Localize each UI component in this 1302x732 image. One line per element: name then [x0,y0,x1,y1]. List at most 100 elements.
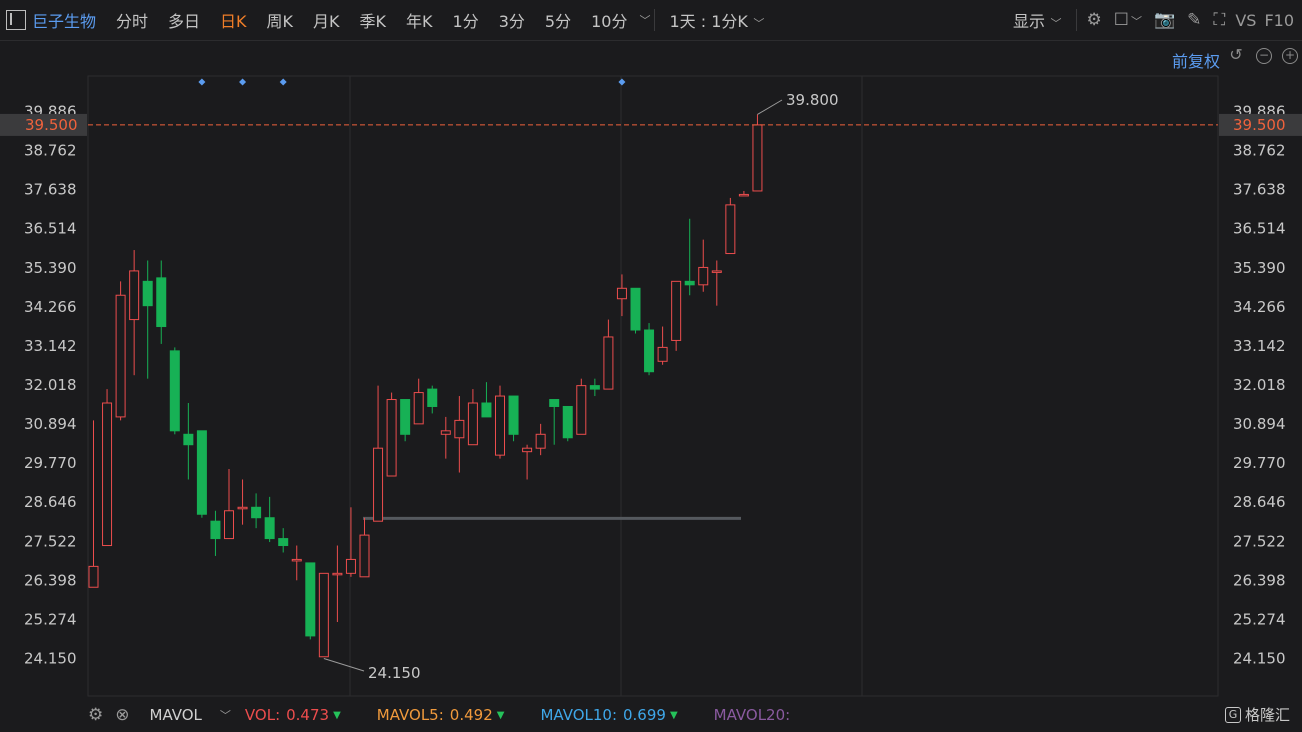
candle-body [522,447,533,453]
candle-body [725,204,736,255]
down-triangle-icon: ▼ [496,709,505,721]
fullscreen-icon[interactable]: ⛶ [1213,10,1226,30]
reset-icon[interactable]: ↺ [1229,45,1243,64]
y-tick-label-right: 38.762 [1233,142,1286,160]
candle-body [711,270,722,273]
square-layout-icon[interactable]: ☐ ﹀ [1113,10,1142,30]
candle-body [630,287,641,331]
indicator-name[interactable]: MAVOL [149,706,202,724]
indicator-chevron-icon[interactable]: ﹀ [219,709,231,722]
tab-5min[interactable]: 5分 [544,12,572,31]
candle-body [169,350,180,432]
plot-frame [87,75,1219,697]
y-tick-label-left: 30.894 [24,415,77,433]
candle-body [196,430,207,515]
candle-body [88,565,99,588]
candle-body [698,266,709,286]
gear-icon[interactable]: ⚙ [1086,10,1102,30]
toolbar-divider [1075,9,1077,31]
max-price-leader [757,99,783,115]
candle-body [251,506,262,519]
tab-quarterly-k[interactable]: 季K [359,12,387,31]
brand-logo: G 格隆汇 [1224,704,1290,725]
candle-body [129,270,140,321]
tab-multi-day[interactable]: 多日 [168,12,201,31]
candle-body [576,385,587,435]
candle-body [495,395,505,456]
mavol10-label: MAVOL10: [540,706,617,724]
candle-body [738,193,749,197]
current-price-tag-right [1219,113,1302,136]
price-adjust-selector[interactable]: 前复权 [1171,52,1220,71]
brand-mark-icon: G [1224,706,1241,723]
close-icon[interactable]: ⊗ [115,705,130,725]
interval-selector[interactable]: 1天 : 1分K ﹀ [669,8,764,32]
candle-body [481,402,492,418]
camera-icon[interactable]: 📷 [1154,10,1176,30]
tab-intraday[interactable]: 分时 [116,12,149,31]
y-tick-label-left: 33.142 [24,337,77,355]
candle-body [332,572,343,576]
tab-monthly-k[interactable]: 月K [313,12,340,31]
tab-daily-k[interactable]: 日K [220,12,247,31]
candle-body [752,124,763,192]
tab-1min[interactable]: 1分 [452,12,479,31]
down-triangle-icon: ▼ [669,709,678,721]
tab-10min[interactable]: 10分 [591,12,628,31]
indicator-bar: ⚙ ⊗ MAVOL ﹀ VOL: 0.473 ▼ MAVOL5: 0.492 ▼… [0,698,1302,732]
candle-body [400,399,411,435]
y-tick-label-right: 30.894 [1233,415,1286,433]
stock-name[interactable]: 巨子生物 [32,12,97,31]
f10-button[interactable]: F10 [1264,10,1294,30]
candle-body [454,419,465,439]
tab-yearly-k[interactable]: 年K [406,12,433,31]
mavol20-label: MAVOL20: [713,706,791,724]
gear-icon[interactable]: ⚙ [88,705,104,725]
y-tick-label-right: 36.514 [1233,220,1286,238]
y-tick-label-left: 26.398 [24,571,77,589]
y-tick-label-right: 26.398 [1233,571,1286,589]
candle-body [224,510,234,540]
vol-label: VOL: [244,706,281,724]
chevron-down-icon: ﹀ [749,17,765,30]
vol-value: 0.473 [286,706,330,724]
y-tick-label-left: 28.646 [24,493,77,511]
display-label: 显示 [1012,12,1045,31]
candle-body [508,395,519,435]
y-tick-label-right: 34.266 [1233,298,1286,316]
y-tick-label-right: 27.522 [1233,532,1286,550]
candle-body [657,346,668,362]
candle-body [549,399,560,407]
y-tick-label-left: 32.018 [24,376,77,394]
y-tick-label-left: 25.274 [24,610,77,628]
y-tick-label-right: 32.018 [1233,376,1286,394]
y-tick-label-left: 38.762 [24,142,77,160]
tab-3min[interactable]: 3分 [498,12,525,31]
y-tick-label-right: 29.770 [1233,454,1286,472]
candle-body [589,385,600,390]
mavol5-label: MAVOL5: [376,706,444,724]
candle-body [278,538,289,547]
more-periods-chevron-icon[interactable]: ﹀ [639,14,651,27]
display-menu[interactable]: 显示 ﹀ [1013,8,1062,32]
zoom-out-icon[interactable]: − [1256,48,1272,64]
current-price-tag-left [0,113,87,136]
candle-body [616,287,627,300]
candle-body [413,392,424,425]
pencil-icon[interactable]: ✎ [1187,10,1202,30]
candle-body [440,430,451,435]
tab-weekly-k[interactable]: 周K [266,12,294,31]
y-tick-label-left: 36.514 [24,220,77,238]
toolbar-divider [654,9,656,31]
interval-selector-label: 1天 : 1分K [669,12,748,31]
y-tick-label-right: 25.274 [1233,610,1286,628]
candle-body [562,405,573,439]
y-tick-label-left: 24.150 [24,650,77,668]
sidebar-toggle-icon[interactable] [6,10,26,30]
current-price-label-right: 39.500 [1233,116,1286,134]
mavol10-value: 0.699 [623,706,666,724]
zoom-in-icon[interactable]: + [1282,48,1298,64]
y-tick-label-left: 34.266 [24,298,77,316]
vs-button[interactable]: VS [1235,10,1257,30]
